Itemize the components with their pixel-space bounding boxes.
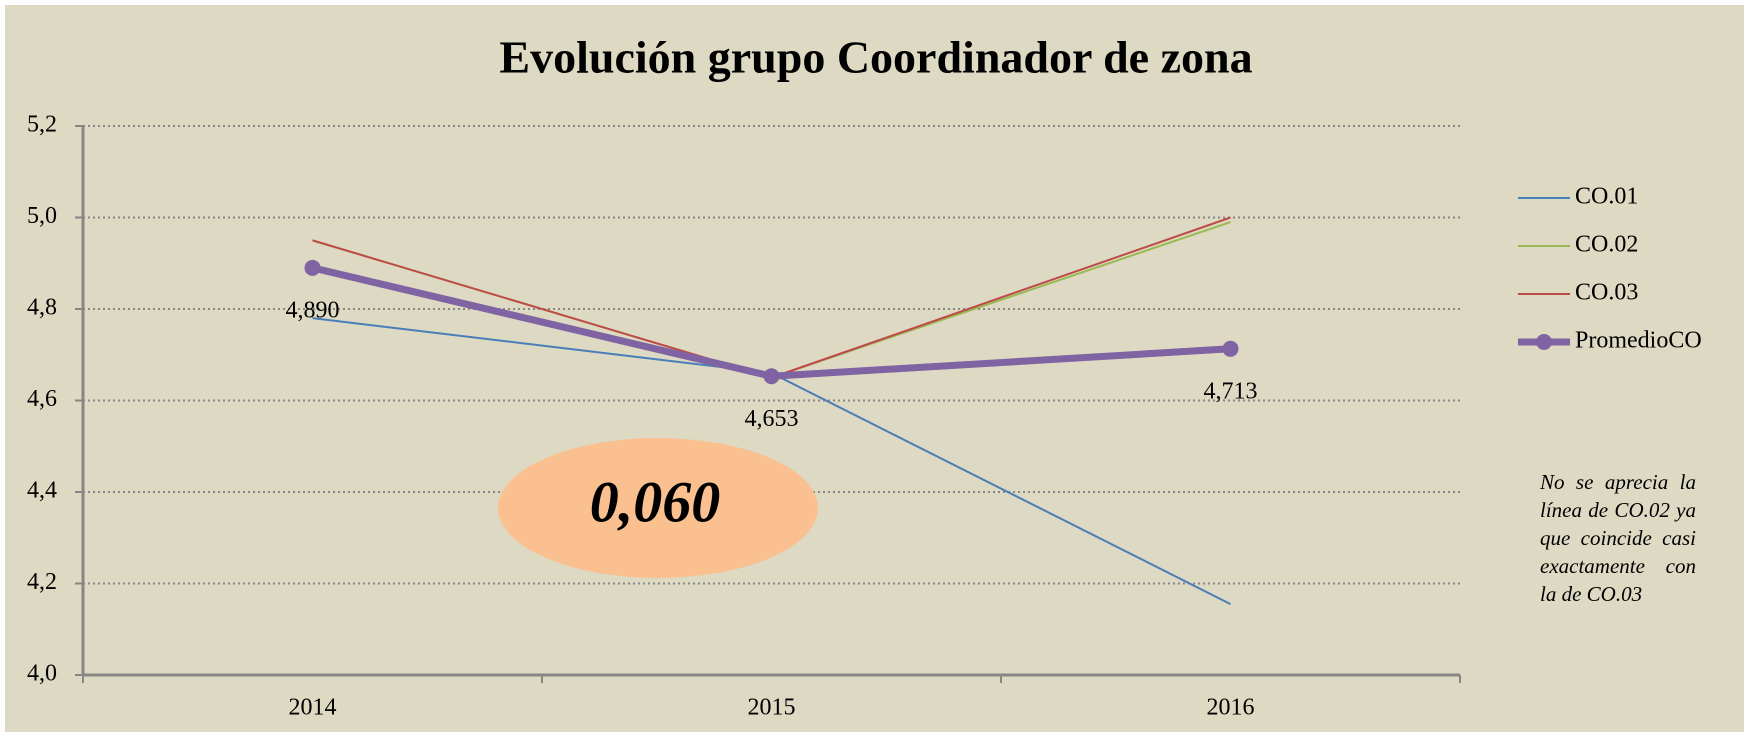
x-tick-label: 2016 xyxy=(1207,695,1255,721)
data-label: 4,890 xyxy=(286,297,340,323)
x-tick-label: 2015 xyxy=(748,695,796,721)
y-tick-label: 4,6 xyxy=(27,386,57,412)
y-tick-label: 4,2 xyxy=(27,569,57,595)
legend-label: CO.03 xyxy=(1575,280,1638,306)
legend-marker xyxy=(1536,334,1552,350)
chart-title: Evolución grupo Coordinador de zona xyxy=(499,32,1252,83)
x-tick-label: 2014 xyxy=(289,695,337,721)
series-marker xyxy=(304,259,321,276)
note-box: No se aprecia la línea de CO.02 ya que c… xyxy=(1540,470,1696,606)
legend-label: PromedioCO xyxy=(1575,328,1702,354)
plot-area: 4,0 4,2 4,4 4,6 4,8 5,0 5,2 2014 2015 2016 CO.01 CO… xyxy=(27,112,1702,721)
note: No se aprecia la línea de CO.02 ya que c… xyxy=(1540,470,1696,606)
legend-label: CO.02 xyxy=(1575,232,1638,258)
data-label: 4,653 xyxy=(745,406,799,432)
legend-label: CO.01 xyxy=(1575,184,1638,210)
y-tick-label: 4,4 xyxy=(27,478,57,504)
y-tick-label: 5,0 xyxy=(27,203,57,229)
y-tick-label: 5,2 xyxy=(27,112,57,138)
series-marker xyxy=(1222,340,1239,357)
series-marker xyxy=(763,368,780,385)
y-tick-label: 4,8 xyxy=(27,295,57,321)
annotation-ellipse xyxy=(498,438,818,578)
data-label: 4,713 xyxy=(1204,378,1258,404)
y-tick-label: 4,0 xyxy=(27,661,57,687)
annotation: 0,060 xyxy=(590,469,721,534)
